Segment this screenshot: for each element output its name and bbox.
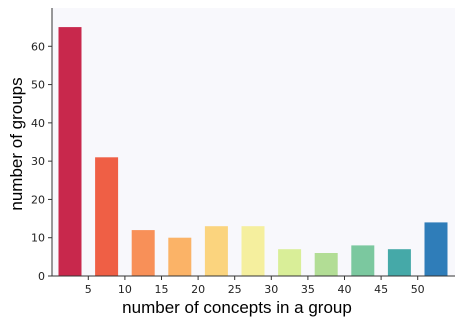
y-tick-label: 30 bbox=[31, 155, 45, 168]
x-tick-label: 5 bbox=[85, 283, 92, 296]
bar bbox=[204, 226, 228, 276]
x-tick-label: 20 bbox=[191, 283, 205, 296]
x-tick-label: 10 bbox=[118, 283, 132, 296]
y-axis-label: number of groups bbox=[7, 77, 26, 210]
bar bbox=[424, 222, 448, 276]
x-axis-label: number of concepts in a group bbox=[122, 298, 352, 317]
bar bbox=[131, 230, 155, 276]
bar bbox=[351, 245, 375, 276]
x-tick-label: 15 bbox=[155, 283, 169, 296]
bar bbox=[241, 226, 265, 276]
y-tick-label: 0 bbox=[38, 270, 45, 283]
bar bbox=[278, 249, 302, 276]
bar bbox=[314, 253, 338, 276]
y-ticks: 0 10 20 30 40 50 60 bbox=[31, 40, 52, 283]
bar bbox=[387, 249, 411, 276]
x-ticks: 5 10 15 20 25 30 35 40 45 50 bbox=[85, 276, 425, 296]
y-tick-label: 60 bbox=[31, 40, 45, 53]
x-tick-label: 30 bbox=[264, 283, 278, 296]
y-tick-label: 40 bbox=[31, 117, 45, 130]
y-tick-label: 10 bbox=[31, 232, 45, 245]
bar bbox=[95, 157, 119, 276]
bars-group bbox=[58, 27, 448, 276]
x-tick-label: 45 bbox=[374, 283, 388, 296]
bar bbox=[58, 27, 82, 276]
x-tick-label: 40 bbox=[338, 283, 352, 296]
x-tick-label: 35 bbox=[301, 283, 315, 296]
x-tick-label: 50 bbox=[411, 283, 425, 296]
x-tick-label: 25 bbox=[228, 283, 242, 296]
y-tick-label: 20 bbox=[31, 193, 45, 206]
y-tick-label: 50 bbox=[31, 79, 45, 92]
bar bbox=[168, 237, 192, 276]
